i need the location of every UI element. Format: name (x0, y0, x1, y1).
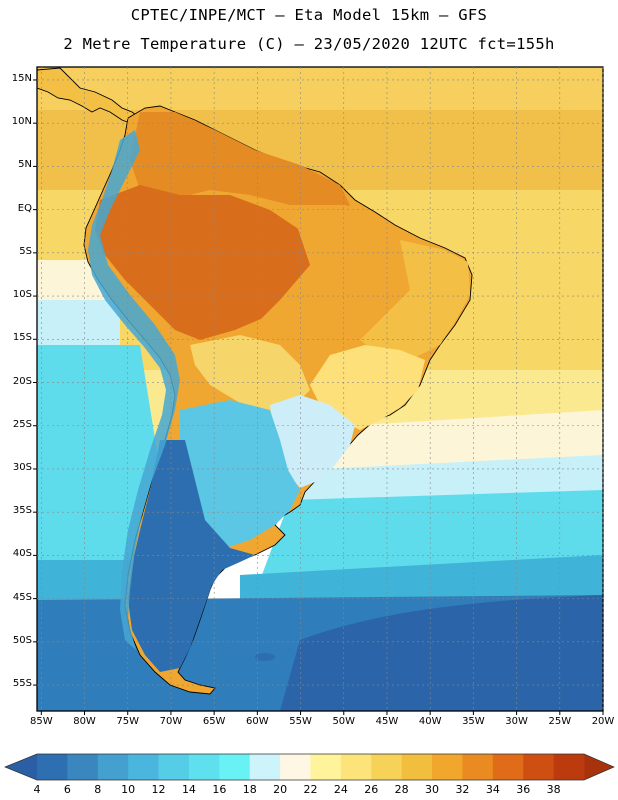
colorbar-label: 18 (242, 783, 257, 796)
x-tick-label: 70W (159, 716, 183, 727)
colorbar-swatch (188, 754, 220, 780)
y-tick-label: 40S (12, 548, 32, 560)
colorbar-label: 14 (181, 783, 196, 796)
colorbar-label: 26 (364, 783, 379, 796)
y-tick-label: 15S (12, 332, 32, 344)
map-subtitle: 2 Metre Temperature (C) – 23/05/2020 12U… (63, 35, 555, 53)
x-tick-label: 65W (202, 716, 226, 727)
colorbar-swatch (97, 754, 129, 780)
colorbar-swatch (432, 754, 463, 780)
x-tick-label: 35W (462, 716, 485, 727)
x-tick-label: 75W (116, 716, 140, 727)
colorbar-label: 30 (425, 783, 440, 796)
colorbar-swatch (158, 754, 190, 780)
colorbar-swatch (492, 754, 524, 780)
ocean-band-deep-south (280, 595, 603, 711)
colorbar-swatch (37, 754, 68, 780)
colorbar-label: 10 (121, 783, 136, 796)
colorbar-label: 20 (273, 783, 288, 796)
colorbar-swatch (371, 754, 403, 780)
colorbar-swatch (219, 754, 251, 780)
colorbar-label: 28 (394, 783, 409, 796)
colorbar-swatch (310, 754, 342, 780)
region-south-brazil (270, 395, 355, 488)
x-tick-label: 45W (375, 716, 399, 727)
graticule (37, 67, 604, 711)
x-tick-label: 40W (418, 716, 442, 727)
x-tick-label: 20W (591, 716, 615, 727)
region-amazon (95, 185, 320, 340)
x-tick-label: 50W (332, 716, 356, 727)
x-tick-label: 80W (73, 716, 96, 727)
y-tick-label: EQ (17, 202, 32, 214)
map-title: CPTEC/INPE/MCT – Eta Model 15km – GFS (130, 6, 488, 24)
colorbar-label: 38 (546, 783, 561, 796)
y-tick-label: 5S (19, 245, 32, 257)
colorbar-label: 16 (212, 783, 227, 796)
region-patagonia (128, 440, 255, 672)
region-chaco (190, 335, 310, 415)
y-tick-label: 35S (12, 505, 32, 517)
x-tick-label: 55W (289, 716, 312, 727)
y-tick-label: 10S (12, 289, 32, 301)
colorbar-label: 12 (151, 783, 166, 796)
colorbar-high-arrow (584, 754, 614, 780)
y-tick-label: 25S (12, 418, 32, 430)
colorbar-outline (4, 753, 615, 781)
y-tick-label: 10N (11, 116, 32, 128)
central-america (37, 67, 141, 126)
colorbar-swatch (249, 754, 281, 780)
colorbar-swatch (340, 754, 372, 780)
region-southeast (310, 345, 425, 430)
colorbar-swatch (462, 754, 494, 780)
y-tick-label: 5N (18, 159, 32, 171)
colorbar-swatch (280, 754, 311, 780)
colorbar-label: 34 (485, 783, 500, 796)
falkland-islands (255, 653, 275, 661)
x-tick-label: 30W (505, 716, 528, 727)
colorbar-label: 4 (33, 783, 41, 796)
colorbar-swatch (67, 754, 99, 780)
colorbar-label: 6 (63, 783, 71, 796)
axis-ticks (33, 79, 604, 715)
ocean-band-cold (37, 345, 603, 580)
region-andes (88, 130, 180, 650)
region-north (130, 112, 350, 215)
region-east (360, 240, 470, 360)
colorbar-label: 8 (94, 783, 102, 796)
y-tick-label: 45S (12, 591, 32, 603)
y-tick-label: 15N (11, 72, 32, 84)
colorbar-label: 24 (333, 783, 348, 796)
colorbar-swatch (401, 754, 433, 780)
colorbar-label: 32 (455, 783, 470, 796)
y-tick-label: 55S (12, 678, 32, 690)
colorbar-swatch (553, 754, 585, 780)
colorbar-swatch (128, 754, 160, 780)
x-tick-label: 60W (246, 716, 269, 727)
colorbar-swatch (523, 754, 555, 780)
y-tick-label: 30S (12, 461, 32, 473)
colorbar-label: 22 (303, 783, 318, 796)
x-tick-label: 25W (548, 716, 572, 727)
colorbar-label: 36 (516, 783, 531, 796)
y-tick-label: 50S (12, 634, 32, 646)
y-tick-label: 20S (12, 375, 32, 387)
region-pampas (180, 400, 300, 548)
colorbar-low-arrow (5, 754, 37, 780)
colorbar (4, 753, 615, 781)
ocean-band-cool (37, 300, 603, 525)
ocean-band-mid (37, 260, 603, 500)
x-tick-label: 85W (30, 716, 53, 727)
